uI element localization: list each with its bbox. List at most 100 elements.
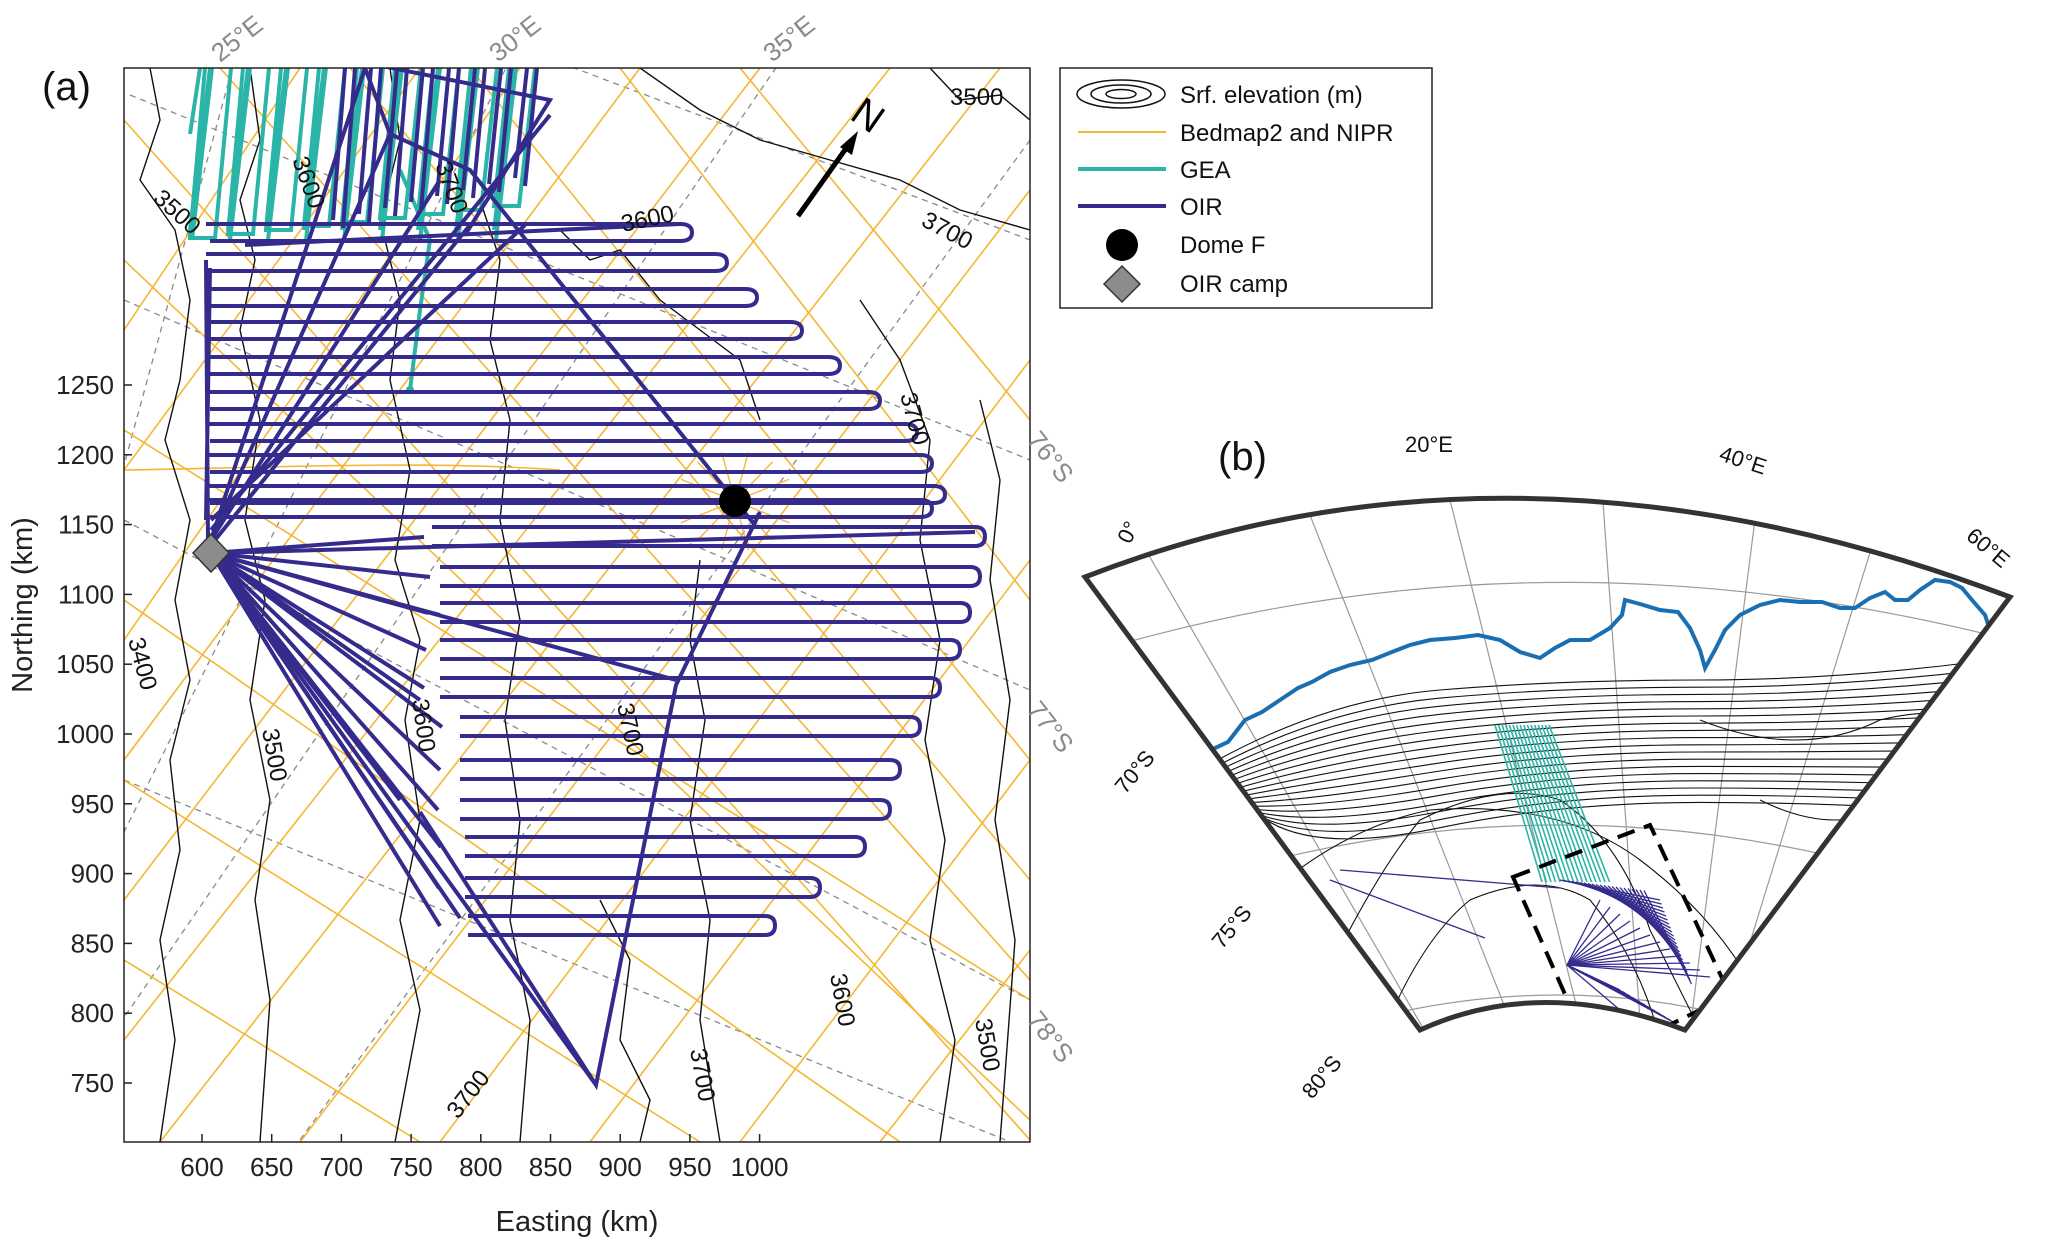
oir-track <box>209 551 442 772</box>
gea-track-b <box>1533 724 1593 883</box>
oir-track <box>206 222 948 519</box>
oir-track-b <box>1566 964 1711 978</box>
bedmap-track <box>879 949 1030 1142</box>
north-label: N <box>843 89 892 142</box>
oir-track <box>357 68 383 223</box>
x-tick-label: 850 <box>529 1152 572 1182</box>
x-tick-label: 900 <box>599 1152 642 1182</box>
parallel-line-b <box>1099 581 2010 651</box>
oir-track <box>331 68 357 229</box>
plot-frame <box>123 67 1031 1143</box>
lat-label-b: 70°S <box>1110 745 1160 798</box>
contour-line-b <box>1255 780 1991 818</box>
meridian-line-b <box>1139 539 1431 1030</box>
contour-line <box>479 199 531 1142</box>
lat-label-b: 80°S <box>1297 1050 1347 1103</box>
y-tick-label: 1150 <box>58 510 114 540</box>
contour-line-b <box>1259 787 1991 825</box>
lat-label-b: 75°S <box>1207 900 1257 953</box>
oir-track-b <box>1566 927 1641 966</box>
legend-label-dome-f: Dome F <box>1180 232 1265 259</box>
contour-line <box>139 68 191 1142</box>
contour-line <box>639 68 1030 231</box>
contour-line-b <box>1251 773 1991 812</box>
contour-line-b <box>1199 659 1991 771</box>
y-tick-label: 900 <box>71 859 114 889</box>
legend-label-bedmap: Bedmap2 and NIPR <box>1180 120 1393 147</box>
oir-track <box>209 178 442 542</box>
contour-line-b <box>1223 713 1991 789</box>
oir-track-b <box>1566 899 1601 966</box>
oir-camp-marker <box>191 532 231 574</box>
gea-track-b <box>1548 724 1611 883</box>
north-arrow: N <box>795 89 892 218</box>
y-tick-label: 750 <box>71 1068 114 1098</box>
contour-label: 3700 <box>684 1046 720 1103</box>
oir-track <box>204 259 212 541</box>
oir-track <box>435 68 461 205</box>
gea-track-b <box>1501 724 1552 883</box>
oir-track <box>244 222 681 247</box>
x-tick-label: 800 <box>459 1152 502 1182</box>
oir-track-b <box>1566 913 1621 966</box>
contour-line-b <box>1263 794 1991 832</box>
panel-a-map: N 3500 3700 3600 3500 3600 3700 3700 340… <box>7 9 1080 1238</box>
contour-line-b <box>1227 722 1991 792</box>
y-tick-label: 850 <box>71 928 114 958</box>
contour-label: 3700 <box>917 206 977 255</box>
bedmap-track <box>124 464 561 471</box>
bedmap-track <box>124 68 301 331</box>
lon-label: 35°E <box>757 9 820 68</box>
oir-track-b <box>1566 941 1661 966</box>
oir-track-b <box>1566 962 1691 966</box>
x-tick-label: 750 <box>389 1152 432 1182</box>
contour-label: 3600 <box>619 200 677 238</box>
oir-track <box>210 551 677 682</box>
y-axis-ticks: 750 800 850 900 950 1000 1050 1100 1150 1200 1250 <box>56 370 132 1098</box>
x-tick-label: 600 <box>180 1152 223 1182</box>
y-axis-label: Northing (km) <box>7 517 39 693</box>
gea-track <box>453 68 499 212</box>
meridian-line-b <box>1689 498 1761 1030</box>
contour-line-b <box>1203 668 1991 774</box>
y-tick-label: 950 <box>71 789 114 819</box>
oir-track-b <box>1566 964 1701 971</box>
gea-track <box>187 68 233 240</box>
contour-line-b <box>1231 731 1991 795</box>
gea-track-b <box>1519 724 1575 883</box>
gea-track-b <box>1515 724 1570 883</box>
x-tick-label: 700 <box>320 1152 363 1182</box>
study-area-box <box>1510 822 1733 1030</box>
oir-track <box>210 530 976 555</box>
bedmap-track <box>124 779 701 1142</box>
parallel-line-b <box>1199 824 1921 881</box>
bedmap-track <box>124 599 901 1142</box>
gea-track-b <box>1541 724 1602 883</box>
meridian-line-b <box>1299 498 1511 1021</box>
bedmap-track <box>124 259 1030 1121</box>
oir-track <box>432 525 988 937</box>
x-tick-label: 650 <box>250 1152 293 1182</box>
gea-track-b <box>1530 724 1588 883</box>
gea-track-b <box>1544 724 1606 883</box>
contour-line-b <box>1309 792 1701 1030</box>
bedmap-track <box>124 68 641 761</box>
meridian-line-b <box>1599 498 1641 1021</box>
oir-track <box>409 68 435 211</box>
x-tick-label: 950 <box>668 1152 711 1182</box>
contour-line-b <box>1235 740 1991 798</box>
oir-track <box>209 551 462 920</box>
legend-item-dome-f: Dome F <box>1106 229 1265 261</box>
y-tick-label: 800 <box>71 998 114 1028</box>
x-axis-ticks: 600 650 700 750 800 850 900 950 1000 <box>180 1134 789 1182</box>
gea-track <box>263 68 309 232</box>
bedmap-track <box>739 759 1030 1142</box>
contour-line-b <box>1211 686 1991 780</box>
legend-label-gea: GEA <box>1180 157 1231 184</box>
oir-track <box>210 551 431 579</box>
oir-track <box>209 551 426 690</box>
legend-label-elevation: Srf. elevation (m) <box>1180 82 1363 109</box>
y-tick-label: 1000 <box>56 719 114 749</box>
parallel-line <box>129 94 1030 461</box>
panel-b-label: (b) <box>1218 435 1267 479</box>
